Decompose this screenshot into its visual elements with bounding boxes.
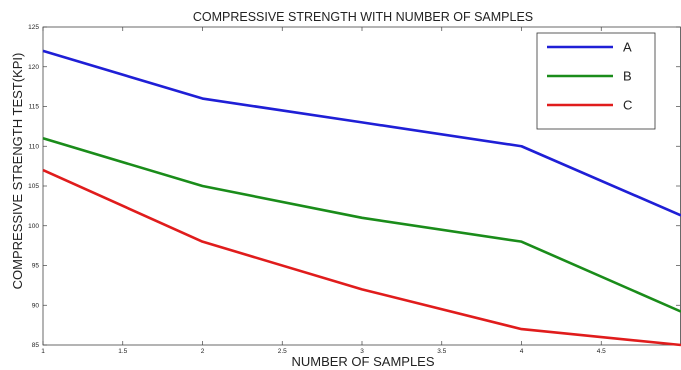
legend-label-a: A — [623, 40, 632, 55]
x-tick-label: 4.5 — [597, 348, 606, 355]
y-tick-label: 110 — [29, 143, 40, 150]
series-line-b — [42, 137, 681, 313]
legend: ABC — [536, 32, 656, 130]
x-tick-label: 4 — [520, 348, 524, 355]
x-tick-label: 2 — [201, 348, 205, 355]
x-axis-label: NUMBER OF SAMPLES — [291, 354, 434, 369]
y-tick-label: 125 — [28, 24, 39, 31]
y-tick-label: 105 — [28, 183, 39, 190]
x-tick-label: 2.5 — [278, 348, 287, 355]
series-lines — [42, 49, 681, 347]
y-tick-label: 115 — [29, 104, 40, 111]
y-tick-label: 90 — [32, 302, 40, 309]
series-line-a — [42, 49, 681, 217]
y-tick-label: 120 — [28, 64, 39, 71]
legend-label-c: C — [623, 98, 632, 113]
legend-box — [536, 32, 656, 130]
x-tick-label: 3.5 — [437, 348, 446, 355]
y-tick-label: 95 — [32, 263, 40, 270]
x-tick-label: 1.5 — [118, 348, 127, 355]
series-line-c — [42, 168, 681, 347]
y-axis-label: COMPRESSIVE STRENGTH TEST(KPI) — [10, 53, 25, 290]
y-tick-label: 100 — [28, 223, 39, 230]
y-tick-label: 85 — [32, 342, 40, 349]
legend-label-b: B — [623, 69, 632, 84]
chart-title: COMPRESSIVE STRENGTH WITH NUMBER OF SAMP… — [193, 10, 533, 24]
x-tick-label: 1 — [41, 348, 45, 355]
x-tick-label: 3 — [360, 348, 364, 355]
